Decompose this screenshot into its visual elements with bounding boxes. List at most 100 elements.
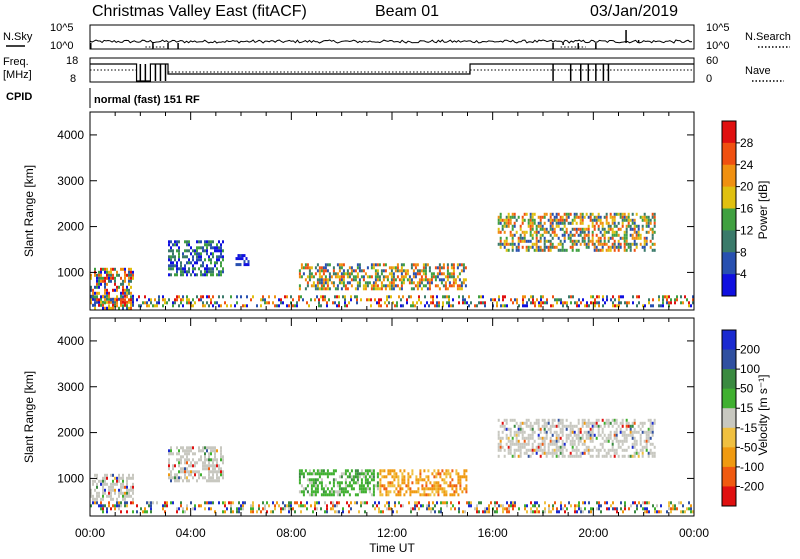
data-cell [122,285,124,289]
data-cell [607,421,610,425]
y-tick-label: 1000 [57,471,84,485]
data-cell [450,284,453,288]
data-cell [336,272,339,276]
data-cell [591,242,594,246]
data-cell [682,504,684,508]
data-cell [561,421,564,425]
data-cell [384,263,387,267]
data-cell [372,281,375,285]
data-cell [621,424,624,428]
data-cell [338,301,340,305]
data-cell [330,487,333,491]
data-cell [453,493,456,497]
data-cell [96,279,98,283]
data-cell [387,484,390,488]
data-cell [438,269,441,273]
data-cell [150,501,152,505]
data-cell [596,507,598,511]
data-cell [310,284,313,288]
data-cell [94,473,96,477]
data-cell [110,270,112,274]
data-cell [612,301,614,305]
data-cell [387,493,390,497]
colorbar-segment [722,427,736,448]
data-cell [122,473,124,477]
data-cell [456,287,459,291]
data-cell [124,497,126,501]
data-cell [549,221,552,225]
data-cell [672,507,674,511]
data-cell [306,478,309,482]
data-cell [521,230,524,234]
data-cell [154,298,156,302]
data-cell [407,487,410,491]
data-cell [328,287,331,291]
data-cell [639,242,642,246]
data-cell [458,510,460,514]
data-cell [647,224,650,228]
data-cell [298,272,301,276]
data-cell [600,510,602,514]
data-cell [176,240,178,244]
data-cell [418,298,420,302]
data-cell [204,267,206,271]
data-cell [499,439,502,443]
data-cell [364,481,367,485]
x-tick-label: 04:00 [176,526,206,540]
data-cell [613,245,616,249]
data-cell [465,475,468,479]
data-cell [424,266,427,270]
data-cell [94,479,96,483]
data-cell [591,212,594,216]
data-cell [480,301,482,305]
data-cell [553,233,556,237]
data-cell [106,473,108,477]
data-cell [172,452,174,456]
data-cell [120,298,122,302]
data-cell [559,448,562,452]
data-cell [352,269,355,273]
data-cell [523,451,526,455]
data-cell [609,433,612,437]
data-cell [120,482,122,486]
data-cell [583,430,586,434]
data-cell [597,248,600,252]
data-cell [628,301,630,305]
data-cell [629,233,632,237]
data-cell [210,301,212,305]
data-cell [453,484,456,488]
data-cell [462,263,465,267]
data-cell [180,261,182,265]
data-cell [587,230,590,234]
data-cell [627,215,630,219]
data-cell [579,218,582,222]
data-cell [627,424,630,428]
data-cell [545,430,548,434]
data-cell [621,454,624,458]
data-cell [587,245,590,249]
data-cell [126,488,128,492]
data-cell [614,298,616,302]
data-cell [420,504,422,508]
data-cell [615,212,618,216]
data-cell [110,488,112,492]
data-cell [314,478,317,482]
data-cell [551,245,554,249]
data-cell [450,263,453,267]
data-cell [452,278,455,282]
data-cell [270,510,272,514]
data-cell [420,281,423,285]
data-cell [601,227,604,231]
data-cell [124,276,126,280]
data-cell [426,301,428,305]
data-cell [607,433,610,437]
data-cell [443,493,446,497]
data-cell [565,424,568,428]
data-cell [456,284,459,288]
data-cell [463,472,466,476]
colorbar-segment [722,121,736,144]
data-cell [106,273,108,277]
data-cell [358,266,361,270]
data-cell [128,494,130,498]
data-cell [522,301,524,305]
